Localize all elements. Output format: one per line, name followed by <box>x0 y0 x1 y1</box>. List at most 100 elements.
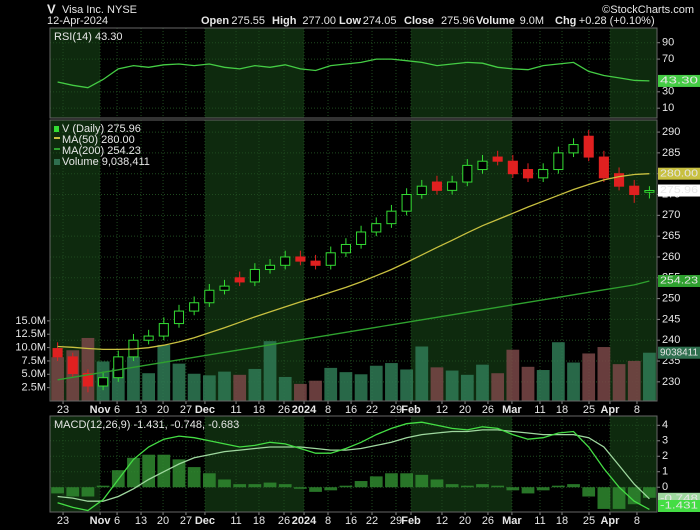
series-line <box>57 58 650 89</box>
y-tick-label: 0 <box>662 481 668 493</box>
x-tick-label: 26 <box>278 515 290 527</box>
stat-value: 277.00 <box>302 15 336 27</box>
candle-body <box>204 289 215 304</box>
x-tick-label: 2024 <box>292 515 317 527</box>
histogram-bar <box>309 487 322 492</box>
symbol: V <box>47 1 56 16</box>
volume-bar <box>339 372 353 401</box>
stat-label: High <box>272 15 297 27</box>
histogram-bar <box>536 487 550 491</box>
candle-body <box>614 173 625 187</box>
last-value-label: 254.23 <box>660 276 699 287</box>
candle-body <box>325 252 336 266</box>
candle-body <box>113 356 124 379</box>
stat-value: 275.96 <box>441 15 475 27</box>
histogram-bar <box>612 487 626 509</box>
x-tick-label: 27 <box>180 404 192 416</box>
x-tick-label: 2024 <box>292 404 317 416</box>
candle-body <box>477 160 488 171</box>
histogram-bar <box>627 487 641 505</box>
panel-border <box>49 415 658 513</box>
x-tick-label: 8 <box>634 404 640 416</box>
histogram-bar <box>218 479 231 488</box>
candle-body <box>568 144 579 154</box>
volume-bar <box>385 363 398 401</box>
series-line <box>57 429 650 502</box>
y-tick-label: 290 <box>662 126 680 138</box>
histogram-bar <box>339 485 353 488</box>
x-tick-label: 26 <box>482 515 494 527</box>
volume-bar <box>127 356 140 401</box>
x-tick-label: 13 <box>135 515 147 527</box>
legend-icon <box>54 148 60 150</box>
candle-body <box>98 377 109 387</box>
volume-bar <box>142 373 156 401</box>
histogram-bar <box>81 487 95 497</box>
x-tick-label: 23 <box>57 515 69 527</box>
candle-body <box>67 356 78 375</box>
histogram-bar <box>142 454 156 488</box>
histogram-bar <box>51 487 64 494</box>
x-tick-label: Dec <box>195 404 215 416</box>
legend-icon <box>54 126 59 132</box>
candle-body <box>52 348 63 358</box>
stat-label: Chg <box>555 15 576 27</box>
volume-bar <box>415 346 429 401</box>
x-tick-label: 18 <box>556 404 568 416</box>
x-tick-label: Nov <box>90 404 112 416</box>
x-tick-label: 20 <box>157 515 169 527</box>
candle-body <box>447 181 458 191</box>
volume-bar <box>369 365 383 401</box>
candle-body <box>219 285 230 291</box>
volume-bar <box>233 374 247 401</box>
volume-bar <box>460 374 474 401</box>
x-tick-label: 18 <box>253 404 265 416</box>
month-band <box>609 28 657 118</box>
y2-tick-label: 10.0M <box>15 341 46 353</box>
candle-body <box>431 181 443 191</box>
legend-label: Volume 9,038,411 <box>62 156 150 168</box>
volume-bar <box>551 342 565 401</box>
x-tick-label: 27 <box>180 515 192 527</box>
company-name: Visa Inc. NYSE <box>62 4 137 16</box>
legend-label: MA(50) 280.00 <box>62 134 135 146</box>
volume-bar <box>157 344 171 401</box>
volume-bar <box>309 380 322 401</box>
volume-bar <box>324 367 338 401</box>
volume-bar <box>172 363 186 401</box>
stat-value: +0.28 (+0.10%) <box>579 15 655 27</box>
y-tick-label: 1 <box>662 466 668 478</box>
histogram-bar <box>582 487 596 497</box>
x-tick-label: 8 <box>634 515 640 527</box>
candle-body <box>629 185 640 196</box>
candle-body <box>492 156 503 162</box>
candle-body <box>462 164 473 183</box>
histogram-bar <box>445 484 459 488</box>
candle-body <box>82 373 93 387</box>
volume-bar <box>248 368 262 401</box>
x-tick-label: Feb <box>401 404 421 416</box>
stat-value: 274.05 <box>363 15 397 27</box>
last-value-box <box>658 184 700 197</box>
candle-body <box>158 323 169 337</box>
month-band <box>411 28 512 118</box>
y-tick-label: 260 <box>662 251 680 263</box>
series-line <box>57 173 650 351</box>
histogram-bar <box>430 479 444 488</box>
x-tick-label: 20 <box>157 404 169 416</box>
candle-body <box>280 256 291 266</box>
x-tick-label: 11 <box>230 404 241 416</box>
x-tick-label: 16 <box>345 404 357 416</box>
last-value-label: 275.96 <box>660 185 699 196</box>
y2-tick-label: 2.5M <box>22 382 46 394</box>
candle-body <box>386 210 397 225</box>
x-tick-label: 8 <box>325 404 331 416</box>
y-tick-label: 2 <box>662 450 668 462</box>
volume-bar <box>643 352 656 401</box>
x-tick-label: Nov <box>90 515 112 527</box>
x-tick-label: 6 <box>114 404 120 416</box>
x-tick-label: Apr <box>600 404 620 416</box>
histogram-bar <box>187 467 201 488</box>
